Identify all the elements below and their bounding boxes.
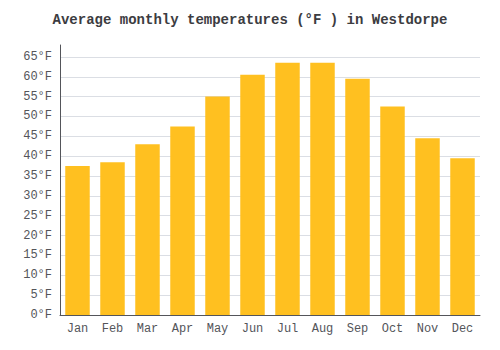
svg-text:Apr: Apr (172, 322, 194, 336)
svg-text:Aug: Aug (312, 322, 334, 336)
svg-text:10°F: 10°F (23, 268, 52, 282)
svg-text:15°F: 15°F (23, 248, 52, 262)
svg-text:5°F: 5°F (30, 288, 52, 302)
svg-text:25°F: 25°F (23, 209, 52, 223)
svg-text:55°F: 55°F (23, 90, 52, 104)
svg-text:30°F: 30°F (23, 189, 52, 203)
svg-text:May: May (207, 322, 229, 336)
svg-text:Jan: Jan (67, 322, 89, 336)
svg-text:60°F: 60°F (23, 70, 52, 84)
svg-text:Mar: Mar (137, 322, 159, 336)
svg-text:Sep: Sep (347, 322, 369, 336)
svg-text:40°F: 40°F (23, 149, 52, 163)
svg-text:20°F: 20°F (23, 229, 52, 243)
svg-text:50°F: 50°F (23, 109, 52, 123)
svg-text:65°F: 65°F (23, 50, 52, 64)
svg-text:Dec: Dec (452, 322, 474, 336)
svg-text:45°F: 45°F (23, 129, 52, 143)
svg-text:Jun: Jun (242, 322, 264, 336)
svg-text:Jul: Jul (277, 322, 299, 336)
svg-text:Average monthly temperatures (: Average monthly temperatures (°F ) in We… (53, 12, 448, 28)
svg-text:Oct: Oct (382, 322, 404, 336)
svg-text:35°F: 35°F (23, 169, 52, 183)
svg-text:Feb: Feb (102, 322, 124, 336)
svg-text:Nov: Nov (417, 322, 439, 336)
svg-text:0°F: 0°F (30, 308, 52, 322)
